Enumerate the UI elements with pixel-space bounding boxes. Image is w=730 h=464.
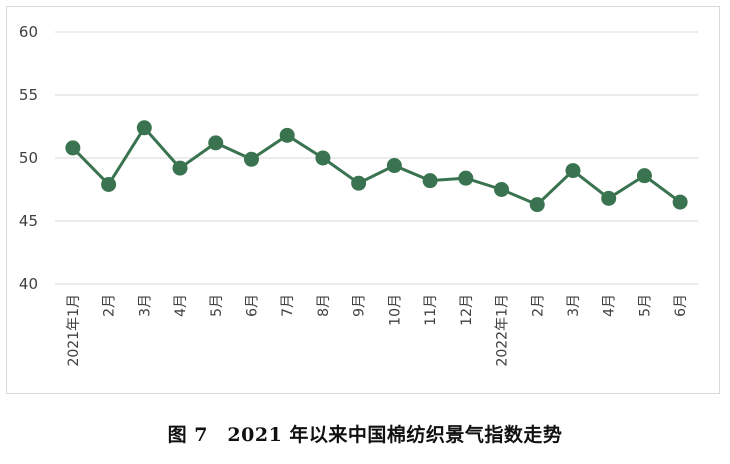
series-path <box>71 126 682 207</box>
data-point <box>208 135 224 151</box>
x-tick-label: 2021年1月 <box>66 294 82 367</box>
data-point <box>279 127 295 143</box>
data-point <box>636 168 652 184</box>
x-tick-label: 6月 <box>244 294 260 317</box>
data-point <box>601 190 617 206</box>
x-tick-label: 6月 <box>673 294 689 317</box>
x-axis-ticks: 2021年1月 2月 3月 4月 5月 6月 7月 8月 9月 10月 11月 12月 2022年1月 2… <box>66 294 689 367</box>
data-point <box>136 120 152 136</box>
x-tick-label: 4月 <box>173 294 189 317</box>
series-line <box>65 120 688 213</box>
x-tick-label: 2月 <box>102 294 118 317</box>
data-point <box>529 197 545 213</box>
chart-frame <box>6 6 720 394</box>
data-point <box>243 151 259 167</box>
data-point <box>672 194 688 210</box>
x-tick-label: 3月 <box>137 294 153 317</box>
y-tick-label: 50 <box>19 149 38 167</box>
x-tick-label: 4月 <box>602 294 618 317</box>
data-point <box>565 163 581 179</box>
data-point <box>422 173 438 189</box>
x-tick-label: 11月 <box>423 294 439 326</box>
y-tick-label: 60 <box>19 23 38 41</box>
data-point <box>65 140 81 156</box>
x-tick-label: 2022年1月 <box>495 294 511 367</box>
line-chart: 40 45 50 55 60 2021年1月 2月 3月 4月 5月 6月 7月 8月 9月 10月 11月… <box>19 23 698 367</box>
x-tick-label: 2月 <box>530 294 546 317</box>
y-tick-label: 45 <box>19 212 38 230</box>
x-tick-label: 7月 <box>280 294 296 317</box>
y-tick-label: 55 <box>19 86 38 104</box>
x-tick-label: 5月 <box>209 294 225 317</box>
x-tick-label: 10月 <box>387 294 403 326</box>
figure-caption: 图 7 2021 年以来中国棉纺织景气指数走势 <box>167 424 563 446</box>
y-axis-ticks: 40 45 50 55 60 <box>19 23 38 293</box>
data-point <box>172 160 188 176</box>
y-tick-label: 40 <box>19 275 38 293</box>
x-tick-label: 5月 <box>637 294 653 317</box>
data-point <box>101 176 117 192</box>
gridlines <box>55 31 698 285</box>
data-point <box>386 158 402 174</box>
x-tick-label: 12月 <box>459 294 475 326</box>
data-point <box>494 182 510 197</box>
data-point <box>351 175 367 191</box>
data-point <box>315 150 331 166</box>
data-point <box>458 170 474 186</box>
x-tick-label: 8月 <box>316 294 332 317</box>
x-tick-label: 3月 <box>566 294 582 317</box>
x-tick-label: 9月 <box>352 294 368 317</box>
